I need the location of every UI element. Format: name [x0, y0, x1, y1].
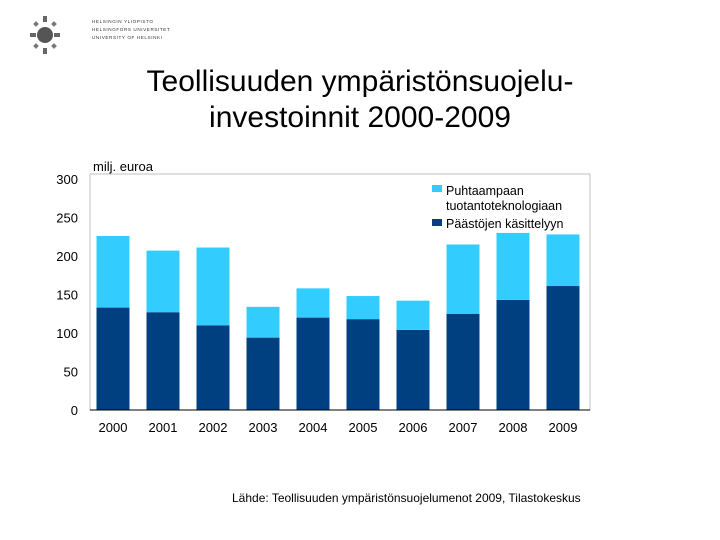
bar-segment-paastojen-kasittelyyn: [546, 286, 580, 410]
bar-segment-puhtaampaan-tuotantoteknologiaan: [246, 306, 280, 338]
logo-text-line-1: HELSINGIN YLIOPISTO: [92, 19, 154, 24]
bar-segment-puhtaampaan-tuotantoteknologiaan: [346, 296, 380, 320]
bar-segment-puhtaampaan-tuotantoteknologiaan: [396, 300, 430, 330]
y-tick-label: 250: [56, 211, 78, 226]
title-line-1: Teollisuuden ympäristönsuojelu-: [146, 65, 574, 98]
bar-segment-puhtaampaan-tuotantoteknologiaan: [446, 244, 480, 314]
bar-segment-puhtaampaan-tuotantoteknologiaan: [296, 288, 330, 318]
y-tick-label: 300: [56, 172, 78, 187]
university-logo: HELSINGIN YLIOPISTO HELSINGFORS UNIVERSI…: [28, 14, 170, 56]
bar-segment-paastojen-kasittelyyn: [446, 313, 480, 410]
bar-segment-paastojen-kasittelyyn: [96, 307, 130, 410]
legend-label-top-series: Puhtaampaan: [446, 184, 524, 198]
logo-text-line-2: HELSINGFORS UNIVERSITET: [92, 27, 171, 32]
page-title: Teollisuuden ympäristönsuojelu- investoi…: [0, 64, 720, 136]
y-tick-label: 150: [56, 288, 78, 303]
y-tick-label: 200: [56, 249, 78, 264]
y-axis-label: milj. euroa: [93, 159, 154, 174]
y-tick-label: 50: [64, 365, 78, 380]
legend-label-bottom-series: Päästöjen käsittelyyn: [446, 217, 563, 231]
legend-swatch-bottom-series: [432, 219, 442, 226]
bar-segment-paastojen-kasittelyyn: [196, 325, 230, 410]
x-tick-label: 2009: [549, 420, 578, 435]
legend-swatch-top-series: [432, 185, 442, 192]
x-tick-label: 2008: [499, 420, 528, 435]
x-tick-label: 2004: [299, 420, 328, 435]
bar-segment-paastojen-kasittelyyn: [146, 312, 180, 410]
bar-segment-puhtaampaan-tuotantoteknologiaan: [146, 250, 180, 313]
x-tick-label: 2007: [449, 420, 478, 435]
university-crest-icon: [30, 16, 60, 54]
bar-segment-paastojen-kasittelyyn: [396, 329, 430, 410]
bar-segment-paastojen-kasittelyyn: [246, 337, 280, 410]
bar-segment-puhtaampaan-tuotantoteknologiaan: [496, 232, 530, 300]
x-tick-label: 2003: [249, 420, 278, 435]
bar-segment-puhtaampaan-tuotantoteknologiaan: [96, 235, 130, 308]
source-note: Lähde: Teollisuuden ympäristönsuojelumen…: [232, 491, 581, 505]
bar-segment-paastojen-kasittelyyn: [496, 299, 530, 410]
x-tick-label: 2002: [199, 420, 228, 435]
bar-segment-paastojen-kasittelyyn: [346, 319, 380, 410]
title-line-2: investoinnit 2000-2009: [209, 101, 511, 134]
y-tick-label: 0: [71, 403, 78, 418]
x-tick-label: 2006: [399, 420, 428, 435]
bar-segment-paastojen-kasittelyyn: [296, 317, 330, 410]
bar-segment-puhtaampaan-tuotantoteknologiaan: [546, 234, 580, 287]
x-tick-label: 2000: [99, 420, 128, 435]
x-tick-label: 2005: [349, 420, 378, 435]
logo-text-line-3: UNIVERSITY OF HELSINKI: [92, 35, 163, 40]
x-tick-label: 2001: [149, 420, 178, 435]
bar-segment-puhtaampaan-tuotantoteknologiaan: [196, 247, 230, 326]
legend-label-top-series-line-2: tuotantoteknologiaan: [446, 199, 562, 213]
y-tick-label: 100: [56, 326, 78, 341]
